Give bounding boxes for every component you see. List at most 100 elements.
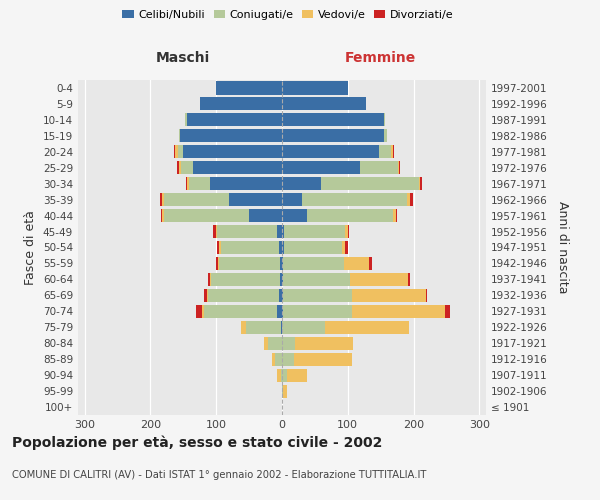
Y-axis label: Fasce di età: Fasce di età — [25, 210, 37, 285]
Text: Femmine: Femmine — [345, 51, 416, 65]
Bar — [379, 145, 391, 158]
Bar — [279, 241, 282, 254]
Bar — [179, 161, 181, 174]
Bar — [162, 193, 164, 206]
Bar — [283, 273, 350, 286]
Bar — [294, 352, 352, 366]
Bar — [275, 352, 282, 366]
Bar — [284, 225, 344, 238]
Bar — [277, 305, 282, 318]
Bar — [187, 177, 188, 190]
Bar — [215, 225, 217, 238]
Bar — [205, 289, 207, 302]
Bar — [280, 257, 282, 270]
Bar — [282, 241, 284, 254]
Text: Popolazione per età, sesso e stato civile - 2002: Popolazione per età, sesso e stato civil… — [12, 435, 382, 450]
Bar — [164, 193, 229, 206]
Bar — [183, 145, 282, 158]
Bar — [220, 241, 221, 254]
Bar — [348, 225, 349, 238]
Bar — [200, 98, 282, 110]
Bar — [208, 273, 209, 286]
Bar — [187, 114, 282, 126]
Bar — [264, 336, 268, 350]
Bar — [359, 161, 398, 174]
Bar — [419, 177, 420, 190]
Bar — [282, 209, 307, 222]
Bar — [282, 82, 348, 94]
Bar — [282, 336, 295, 350]
Bar — [211, 273, 280, 286]
Bar — [384, 130, 386, 142]
Bar — [213, 225, 215, 238]
Bar — [164, 209, 249, 222]
Bar — [282, 320, 325, 334]
Bar — [217, 225, 277, 238]
Bar — [283, 257, 344, 270]
Legend: Celibi/Nubili, Coniugati/e, Vedovi/e, Divorziati/e: Celibi/Nubili, Coniugati/e, Vedovi/e, Di… — [118, 6, 458, 25]
Bar — [282, 177, 322, 190]
Bar — [207, 289, 208, 302]
Bar — [396, 209, 397, 222]
Bar — [282, 289, 283, 302]
Bar — [202, 305, 205, 318]
Bar — [350, 273, 409, 286]
Bar — [277, 368, 281, 382]
Bar — [282, 273, 283, 286]
Bar — [174, 145, 175, 158]
Bar — [209, 177, 282, 190]
Bar — [217, 241, 220, 254]
Bar — [398, 161, 399, 174]
Bar — [287, 368, 307, 382]
Bar — [392, 145, 394, 158]
Bar — [162, 209, 164, 222]
Bar — [178, 145, 183, 158]
Bar — [352, 305, 445, 318]
Bar — [352, 289, 426, 302]
Bar — [282, 352, 294, 366]
Bar — [426, 289, 427, 302]
Bar — [218, 257, 220, 270]
Bar — [282, 368, 287, 382]
Bar — [342, 241, 345, 254]
Bar — [193, 161, 282, 174]
Y-axis label: Anni di nascita: Anni di nascita — [556, 201, 569, 294]
Bar — [188, 177, 209, 190]
Bar — [282, 257, 283, 270]
Bar — [384, 114, 385, 126]
Bar — [160, 193, 162, 206]
Bar — [216, 82, 282, 94]
Bar — [175, 145, 178, 158]
Bar — [186, 177, 187, 190]
Bar — [272, 352, 275, 366]
Bar — [220, 257, 280, 270]
Bar — [284, 241, 342, 254]
Bar — [208, 289, 280, 302]
Bar — [247, 320, 281, 334]
Bar — [229, 193, 282, 206]
Bar — [282, 145, 379, 158]
Bar — [283, 305, 352, 318]
Bar — [391, 145, 392, 158]
Bar — [196, 305, 202, 318]
Bar — [241, 320, 247, 334]
Bar — [322, 177, 419, 190]
Bar — [178, 161, 179, 174]
Bar — [295, 336, 353, 350]
Bar — [325, 320, 409, 334]
Bar — [345, 241, 349, 254]
Bar — [282, 130, 384, 142]
Text: Maschi: Maschi — [156, 51, 211, 65]
Bar — [282, 161, 359, 174]
Bar — [369, 257, 372, 270]
Bar — [302, 193, 407, 206]
Bar — [407, 193, 410, 206]
Bar — [280, 289, 282, 302]
Bar — [399, 161, 400, 174]
Bar — [249, 209, 282, 222]
Bar — [221, 241, 279, 254]
Bar — [282, 114, 384, 126]
Bar — [181, 161, 193, 174]
Bar — [283, 289, 352, 302]
Bar — [215, 257, 218, 270]
